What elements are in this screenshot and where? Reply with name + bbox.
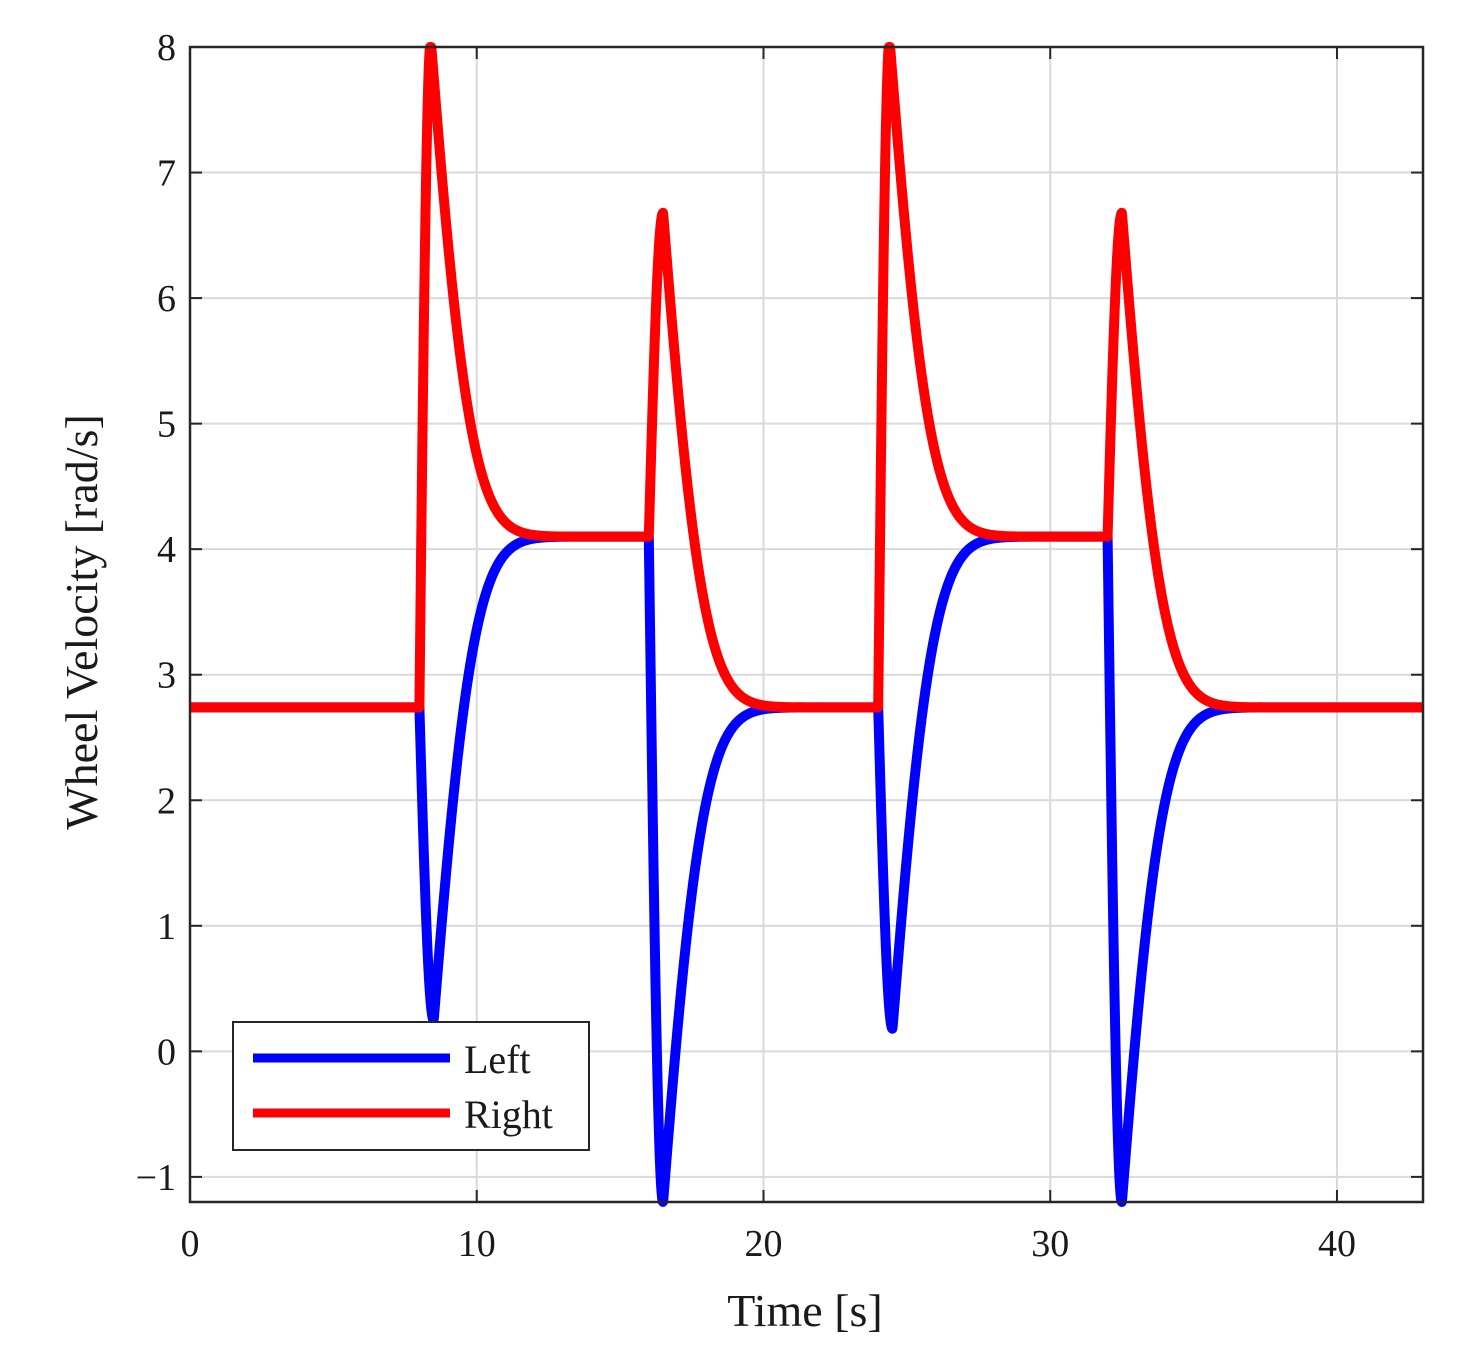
plot-area-frame — [188, 45, 1425, 1204]
y-tick-label: 1 — [157, 906, 176, 948]
x-tick-label: 20 — [744, 1223, 782, 1265]
y-tick-label: −1 — [136, 1157, 176, 1199]
series-layer — [190, 42, 1428, 1207]
x-tick-label: 0 — [181, 1223, 200, 1265]
y-tick-label: 2 — [157, 780, 176, 822]
y-tick-label: 0 — [157, 1031, 176, 1073]
legend-box — [232, 1021, 590, 1151]
series-line-right — [190, 42, 1428, 713]
x-tick-label: 10 — [458, 1223, 496, 1265]
y-tick-label: 7 — [157, 153, 176, 195]
y-tick-label: 6 — [157, 278, 176, 320]
y-axis-title: Wheel Velocity [rad/s] — [56, 414, 107, 830]
legend-label-left: Left — [464, 1037, 531, 1082]
x-tick-label: 40 — [1318, 1223, 1356, 1265]
y-tick-label: 3 — [157, 655, 176, 697]
axis-ticks — [189, 46, 1423, 1202]
legend-label-right: Right — [464, 1092, 553, 1137]
y-tick-label: 8 — [157, 27, 176, 69]
x-tick-label: 30 — [1031, 1223, 1069, 1265]
y-tick-label: 5 — [157, 404, 176, 446]
legend: Left Right — [232, 1021, 590, 1151]
x-axis-title: Time [s] — [727, 1285, 883, 1336]
y-tick-label: 4 — [157, 529, 176, 571]
